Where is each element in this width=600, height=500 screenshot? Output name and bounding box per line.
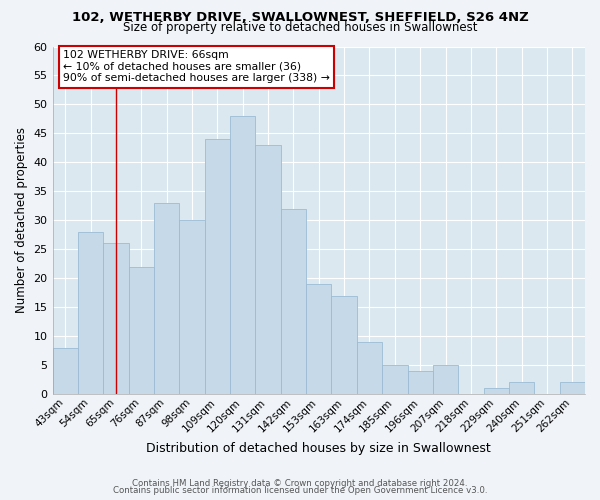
Bar: [433, 365, 458, 394]
Bar: [484, 388, 509, 394]
Text: Size of property relative to detached houses in Swallownest: Size of property relative to detached ho…: [123, 22, 477, 35]
Bar: [560, 382, 585, 394]
Bar: [179, 220, 205, 394]
Y-axis label: Number of detached properties: Number of detached properties: [15, 128, 28, 314]
Bar: [53, 348, 78, 394]
Bar: [230, 116, 256, 394]
Bar: [357, 342, 382, 394]
Text: Contains HM Land Registry data © Crown copyright and database right 2024.: Contains HM Land Registry data © Crown c…: [132, 478, 468, 488]
Bar: [256, 145, 281, 394]
Bar: [128, 266, 154, 394]
Bar: [154, 203, 179, 394]
Bar: [382, 365, 407, 394]
Bar: [78, 232, 103, 394]
Bar: [331, 296, 357, 394]
Bar: [281, 208, 306, 394]
Bar: [306, 284, 331, 394]
Bar: [205, 139, 230, 394]
Bar: [103, 244, 128, 394]
Text: Contains public sector information licensed under the Open Government Licence v3: Contains public sector information licen…: [113, 486, 487, 495]
Bar: [509, 382, 534, 394]
Text: 102 WETHERBY DRIVE: 66sqm
← 10% of detached houses are smaller (36)
90% of semi-: 102 WETHERBY DRIVE: 66sqm ← 10% of detac…: [63, 50, 330, 83]
X-axis label: Distribution of detached houses by size in Swallownest: Distribution of detached houses by size …: [146, 442, 491, 455]
Bar: [407, 371, 433, 394]
Text: 102, WETHERBY DRIVE, SWALLOWNEST, SHEFFIELD, S26 4NZ: 102, WETHERBY DRIVE, SWALLOWNEST, SHEFFI…: [71, 11, 529, 24]
